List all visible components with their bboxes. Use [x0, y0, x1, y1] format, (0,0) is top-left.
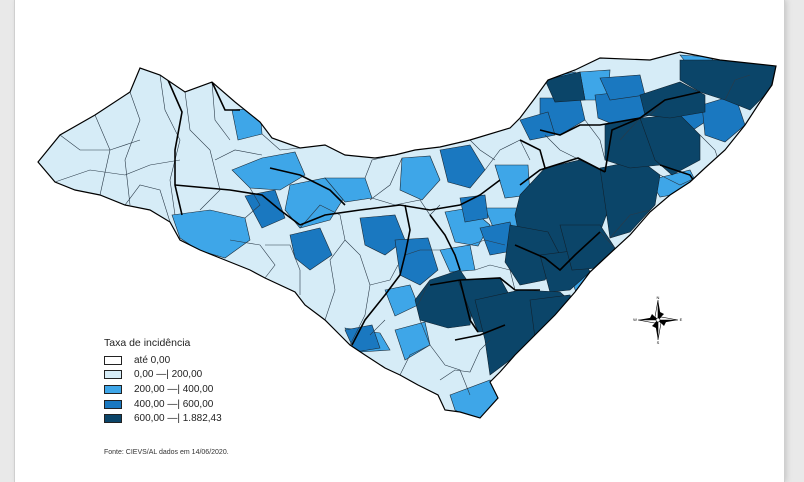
compass-east-label: E [680, 317, 683, 322]
legend-item-class-2: 0,00 —| 200,00 [104, 368, 324, 383]
municipal-boundaries [54, 74, 751, 396]
legend-item-class-1: até 0,00 [104, 353, 324, 368]
state-outline [37, 51, 777, 419]
map-legend: Taxa de incidência até 0,00 0,00 —| 200,… [104, 337, 324, 426]
legend-swatch [104, 399, 122, 409]
legend-label: 400,00 —| 600,00 [134, 398, 214, 410]
legend-item-class-4: 400,00 —| 600,00 [104, 397, 324, 412]
compass-rose-icon: N S E W [633, 295, 683, 345]
legend-label: 600,00 —| 1.882,43 [134, 413, 222, 425]
class-400-600-regions [244, 74, 746, 353]
legend-item-class-3: 200,00 —| 400,00 [104, 382, 324, 397]
legend-swatch [104, 384, 122, 394]
source-note: Fonte: CIEVS/AL dados em 14/06/2020. [104, 449, 229, 456]
compass-north-label: N [657, 295, 660, 300]
legend-label: até 0,00 [134, 354, 171, 366]
compass-west-label: W [633, 317, 637, 322]
microregion-boundaries [167, 79, 701, 346]
legend-title: Taxa de incidência [104, 337, 191, 349]
legend-swatch [104, 370, 122, 380]
compass-south-label: S [657, 340, 660, 345]
legend-swatch [104, 355, 122, 365]
legend-swatch [104, 414, 122, 424]
legend-label: 0,00 —| 200,00 [134, 369, 203, 381]
legend-label: 200,00 —| 400,00 [134, 383, 214, 395]
legend-item-class-5: 600,00 —| 1.882,43 [104, 411, 324, 426]
